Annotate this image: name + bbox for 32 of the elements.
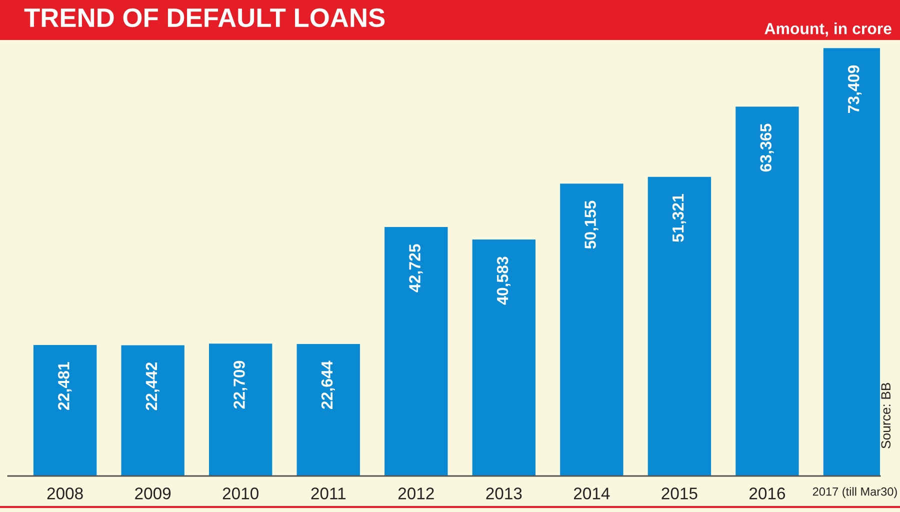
x-tick-label: 2012 bbox=[398, 488, 434, 500]
bar bbox=[472, 239, 536, 476]
data-label: 42,725 bbox=[409, 244, 423, 292]
bar bbox=[736, 106, 799, 476]
bar bbox=[384, 226, 448, 476]
bar bbox=[296, 344, 360, 476]
x-tick-label: 2013 bbox=[486, 488, 522, 500]
x-tick-label: 2015 bbox=[662, 488, 698, 500]
data-label: 40,583 bbox=[496, 256, 511, 305]
bar bbox=[208, 344, 272, 476]
data-label: 50,155 bbox=[584, 200, 598, 249]
data-label: 22,442 bbox=[146, 362, 160, 410]
bar bbox=[121, 345, 184, 476]
data-label: 63,365 bbox=[760, 124, 774, 172]
x-tick-label: 2014 bbox=[574, 488, 610, 500]
x-tick-label: 2017 (till Mar30) bbox=[812, 487, 897, 498]
data-label: 51,321 bbox=[672, 194, 686, 242]
source-note: Source: BB bbox=[881, 382, 891, 448]
x-tick-label: 2009 bbox=[135, 488, 171, 500]
data-label: 73,409 bbox=[848, 65, 862, 113]
x-tick-label: 2010 bbox=[222, 488, 258, 500]
x-tick-label: 2016 bbox=[750, 488, 786, 500]
data-label: 22,644 bbox=[321, 360, 335, 409]
chart-subtitle: Amount, in crore bbox=[764, 22, 892, 37]
x-tick-label: 2011 bbox=[311, 488, 346, 500]
bar bbox=[560, 184, 624, 476]
bar bbox=[33, 344, 97, 476]
data-label: 22,481 bbox=[58, 362, 72, 410]
bar bbox=[648, 176, 712, 476]
chart-title: TREND OF DEFAULT LOANS bbox=[24, 8, 385, 28]
data-label: 22,709 bbox=[234, 360, 248, 409]
x-tick-label: 2008 bbox=[47, 488, 83, 500]
